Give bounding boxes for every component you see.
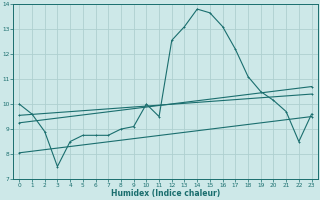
X-axis label: Humidex (Indice chaleur): Humidex (Indice chaleur): [111, 189, 220, 198]
